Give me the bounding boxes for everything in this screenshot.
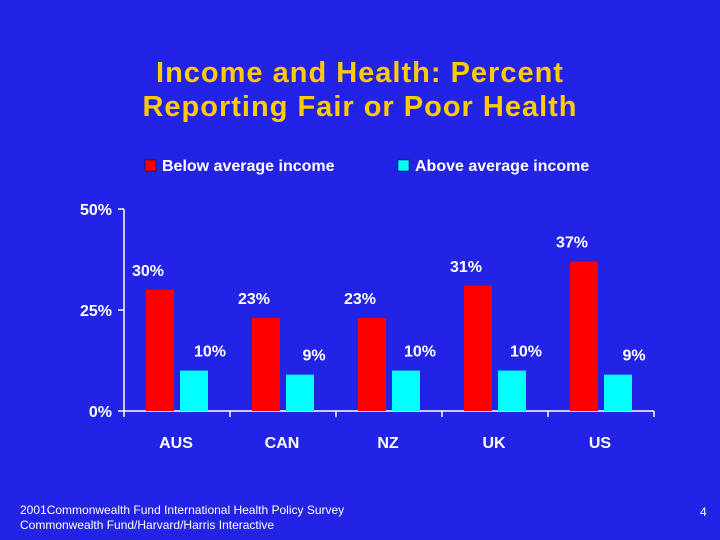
y-tick-label: 0% [89,404,112,421]
footer-line-1: 2001Commonwealth Fund International Heal… [20,503,345,517]
data-label-above-us: 9% [622,348,645,365]
y-tick-label: 50% [80,202,112,219]
legend-swatch-2 [397,159,410,172]
data-label-above-aus: 10% [194,344,226,361]
bar-above-uk [498,370,526,411]
bar-above-can [286,374,314,411]
data-label-below-can: 23% [238,291,270,308]
legend-swatch-1 [144,159,157,172]
x-tick-label-uk: UK [482,435,506,452]
bar-below-uk [464,285,492,411]
bar-above-us [604,374,632,411]
bar-below-can [252,318,280,411]
y-tick-label: 25% [80,303,112,320]
bar-above-nz [392,370,420,411]
title-line-1: Income and Health: Percent [156,57,564,89]
data-label-below-uk: 31% [450,259,482,276]
data-label-above-nz: 10% [404,344,436,361]
x-tick-label-can: CAN [265,435,300,452]
data-label-above-can: 9% [302,348,325,365]
data-label-above-uk: 10% [510,344,542,361]
bar-below-us [570,261,598,411]
bar-above-aus [180,370,208,411]
page-number: 4 [700,505,707,519]
legend-label-2: Above average income [415,158,589,175]
x-tick-label-nz: NZ [377,435,399,452]
source-footer: 2001Commonwealth Fund International Heal… [20,503,344,533]
data-label-below-us: 37% [556,235,588,252]
legend-label-1: Below average income [162,158,335,175]
footer-line-2: Commonwealth Fund/Harvard/Harris Interac… [20,518,275,532]
bar-below-nz [358,318,386,411]
data-label-below-nz: 23% [344,291,376,308]
x-tick-label-aus: AUS [159,435,193,452]
slide-title: Income and Health: Percent Reporting Fai… [0,56,720,124]
data-label-below-aus: 30% [132,263,164,280]
bar-below-aus [146,289,174,411]
x-tick-label-us: US [589,435,612,452]
title-line-2: Reporting Fair or Poor Health [142,91,578,123]
